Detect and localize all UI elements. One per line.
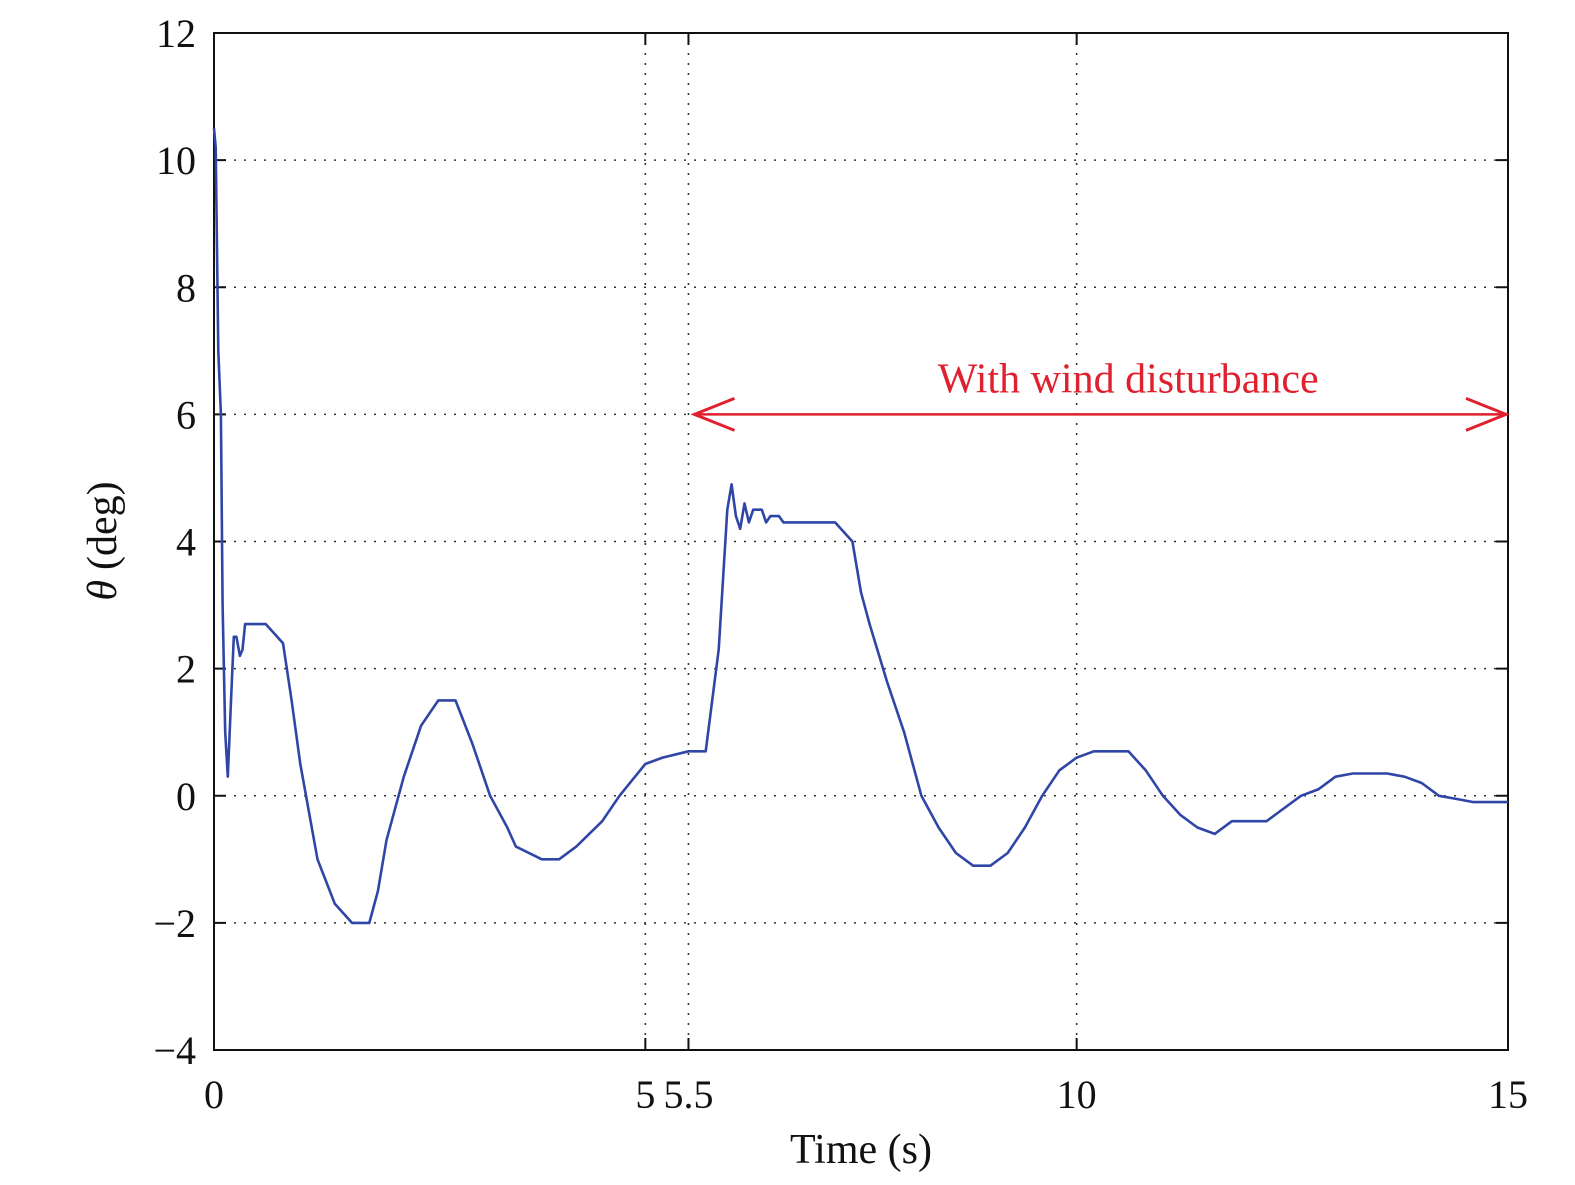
y-tick-label: 2 [176, 647, 196, 692]
x-axis-label: Time (s) [790, 1127, 932, 1173]
x-tick-label: 5 [635, 1072, 655, 1117]
x-tick-label: 10 [1057, 1072, 1097, 1117]
grid-lines [214, 33, 1508, 1050]
annotation-arrow-head-left [690, 396, 736, 432]
x-tick-label: 15 [1488, 1072, 1528, 1117]
y-axis-unit: (deg) [80, 481, 126, 570]
wind-disturbance-annotation: With wind disturbance [690, 356, 1511, 432]
axis-ticks [213, 32, 1509, 1051]
y-tick-label: 12 [156, 11, 196, 56]
theta-series-line [212, 128, 1508, 925]
y-tick-label: −2 [153, 901, 196, 946]
plot-frame [213, 32, 1509, 1051]
y-tick-label: 0 [176, 774, 196, 819]
annotation-text: With wind disturbance [938, 356, 1319, 402]
y-tick-label: 6 [176, 392, 196, 437]
x-tick-label: 0 [204, 1072, 224, 1117]
y-tick-label: 4 [176, 520, 196, 565]
y-axis-label: θ (deg) [80, 481, 126, 600]
annotation-arrow-head-right [1465, 396, 1511, 432]
tick-labels: 0 5 5.5 10 15 −4 −2 0 2 4 6 8 10 12 [153, 11, 1528, 1117]
y-tick-label: −4 [153, 1028, 196, 1073]
x-tick-label: 5.5 [663, 1072, 713, 1117]
y-axis-symbol: θ [80, 580, 126, 601]
y-tick-label: 10 [156, 138, 196, 183]
y-tick-label: 8 [176, 265, 196, 310]
